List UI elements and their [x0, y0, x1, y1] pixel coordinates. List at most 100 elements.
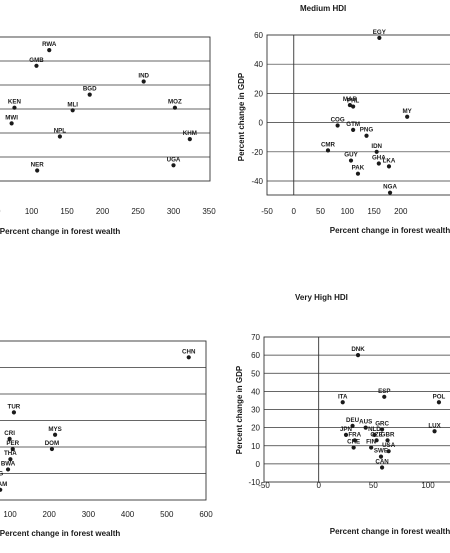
point-label: CRI [4, 430, 15, 437]
data-point: IND [138, 73, 150, 84]
point-label: RWA [42, 41, 57, 48]
x-tick-label: 600 [199, 510, 213, 519]
point-marker [351, 127, 356, 132]
data-point: GTM [346, 121, 360, 132]
data-point: MWI [5, 114, 18, 126]
data-point: DNK [351, 346, 365, 358]
point-marker [5, 467, 11, 472]
point-marker [355, 171, 361, 176]
y-tick-label: 0 [259, 119, 264, 128]
data-point: GRC [375, 420, 389, 432]
data-point: DOM [45, 440, 59, 452]
point-label: COG [331, 117, 345, 124]
y-tick-label: 10 [251, 442, 260, 451]
data-point: COG [331, 117, 345, 128]
data-point: MAR [343, 96, 358, 108]
point-marker [325, 148, 331, 153]
point-marker [187, 137, 192, 142]
data-point: IDN [371, 143, 383, 154]
y-tick-label: -20 [251, 148, 263, 157]
y-tick-label: -10 [248, 478, 260, 487]
data-point: EGY [373, 29, 387, 41]
point-label: SWE [374, 448, 388, 455]
x-tick-label: 50 [316, 207, 325, 216]
data-point: FIN [366, 439, 377, 450]
point-marker [432, 429, 437, 434]
point-label: ARG [0, 471, 3, 478]
point-marker [12, 105, 17, 110]
point-label: PHL [347, 98, 360, 105]
point-marker [352, 438, 357, 443]
point-marker [363, 425, 368, 430]
point-label: EGY [373, 29, 387, 36]
data-point: GMB [29, 57, 44, 68]
data-point: NGA [383, 184, 397, 195]
point-marker [11, 410, 17, 415]
point-label: POL [433, 393, 446, 400]
point-label: PER [6, 440, 19, 447]
y-tick-label: 0 [256, 460, 261, 469]
point-label: DOM [45, 440, 59, 447]
point-label: NLD [368, 426, 381, 433]
data-point: CHN [182, 348, 196, 360]
data-point: GUY [344, 152, 359, 163]
point-marker [348, 158, 354, 163]
x-tick-label: 100 [25, 207, 39, 216]
y-tick-label: 50 [251, 369, 260, 378]
point-label: GHA [372, 154, 386, 161]
point-marker [52, 432, 58, 437]
point-marker [377, 35, 382, 41]
x-tick-label: 50 [0, 207, 1, 216]
point-marker [87, 92, 92, 97]
data-point: CRI [4, 430, 15, 441]
point-label: TUR [8, 403, 21, 410]
point-label: CZE [370, 431, 382, 438]
y-tick-label: 70 [251, 333, 260, 342]
point-marker [0, 487, 3, 492]
x-axis-label: Percent change in forest wealth [0, 227, 120, 236]
point-marker [347, 102, 353, 108]
point-marker [379, 465, 385, 470]
point-marker [8, 457, 13, 462]
data-point: LUX [428, 422, 442, 434]
point-marker [436, 400, 442, 405]
x-tick-label: 400 [121, 510, 135, 519]
x-tick-label: 100 [341, 207, 355, 216]
point-label: MOZ [168, 99, 182, 106]
data-point: ARG [0, 471, 3, 478]
point-marker [376, 161, 381, 166]
y-tick-label: 20 [254, 89, 263, 98]
point-label: LUX [428, 422, 441, 429]
scatter-panel: Medium HDI-50 0 50 100 150 2006040200-20-40Pe… [237, 4, 450, 235]
point-label: UGA [167, 156, 181, 163]
point-label: BGD [83, 86, 97, 93]
data-point: TUR [8, 403, 21, 415]
data-point: LKA [383, 157, 396, 169]
data-point: ITA [338, 393, 348, 405]
x-tick-label: 0 [292, 207, 297, 216]
point-marker [379, 427, 385, 432]
point-marker [34, 63, 39, 68]
data-point: PAK [352, 165, 365, 176]
point-label: USA [382, 442, 396, 449]
x-axis-label: Percent change in forest wealth [330, 226, 450, 235]
point-marker [186, 355, 191, 360]
point-label: IND [138, 73, 149, 80]
scatter-panel: 50 100 150 200 250 300 350 Percent change in fo… [0, 36, 216, 236]
point-marker [350, 423, 355, 428]
point-marker [351, 445, 356, 450]
data-point: KHM [183, 130, 197, 142]
point-label: CHN [182, 348, 196, 355]
data-point: KEN [8, 99, 22, 110]
point-label: THA [4, 450, 17, 457]
data-point: CHE [347, 439, 360, 450]
point-label: DNK [351, 346, 365, 353]
point-marker [35, 168, 40, 173]
point-marker [70, 108, 75, 113]
scatter-panel: 100 200 300 400 500 600 Percent change in fore… [0, 340, 213, 538]
point-marker [47, 47, 52, 53]
point-marker [171, 163, 176, 168]
point-marker [340, 400, 345, 405]
x-tick-label: -50 [261, 207, 273, 216]
point-label: NGA [383, 184, 397, 191]
